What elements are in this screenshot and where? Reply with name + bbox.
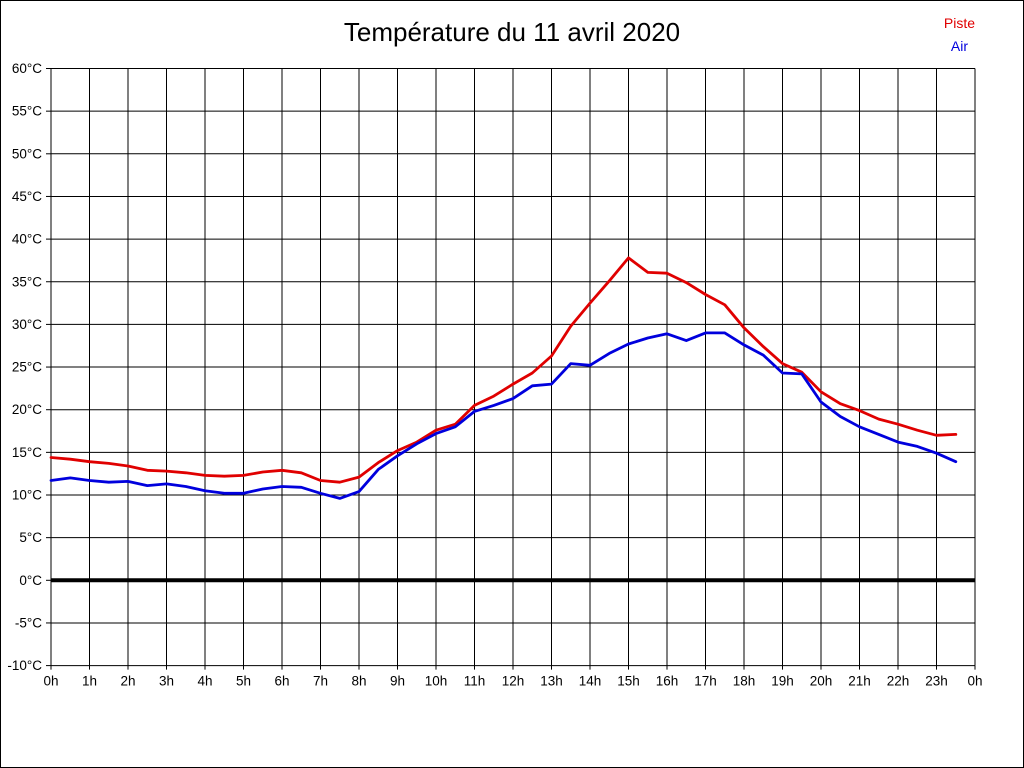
svg-text:18h: 18h <box>733 674 756 689</box>
y-axis-labels: 60°C 55°C 50°C 45°C 40°C 35°C 30°C 25°C 20°C 15°C… <box>7 61 42 673</box>
svg-text:16h: 16h <box>656 674 679 689</box>
svg-text:0h: 0h <box>43 674 58 689</box>
svg-text:20°C: 20°C <box>12 402 42 417</box>
svg-text:5°C: 5°C <box>19 530 42 545</box>
svg-text:60°C: 60°C <box>12 61 42 76</box>
svg-text:5h: 5h <box>236 674 251 689</box>
svg-text:14h: 14h <box>579 674 602 689</box>
svg-text:4h: 4h <box>197 674 212 689</box>
svg-text:1h: 1h <box>82 674 97 689</box>
svg-text:13h: 13h <box>540 674 563 689</box>
svg-text:3h: 3h <box>159 674 174 689</box>
svg-text:7h: 7h <box>313 674 328 689</box>
svg-text:23h: 23h <box>925 674 948 689</box>
svg-text:19h: 19h <box>771 674 794 689</box>
svg-text:55°C: 55°C <box>12 104 42 119</box>
svg-text:12h: 12h <box>502 674 525 689</box>
svg-text:45°C: 45°C <box>12 189 42 204</box>
svg-text:-10°C: -10°C <box>7 658 42 673</box>
piste-series-line <box>49 256 958 484</box>
legend: Piste Air <box>944 12 975 58</box>
svg-text:8h: 8h <box>351 674 366 689</box>
svg-text:50°C: 50°C <box>12 146 42 161</box>
legend-air-label: Air <box>950 38 968 54</box>
x-axis-labels: 0h 1h 2h 3h 4h 5h 6h 7h 8h 9h 10h 11h 12h 13h 14h 15h 16… <box>43 674 982 689</box>
svg-text:2h: 2h <box>120 674 135 689</box>
page-title: Température du 11 avril 2020 <box>343 17 681 47</box>
svg-text:11h: 11h <box>464 674 486 689</box>
svg-text:-5°C: -5°C <box>15 615 42 630</box>
svg-text:22h: 22h <box>887 674 910 689</box>
svg-text:20h: 20h <box>810 674 833 689</box>
svg-text:17h: 17h <box>694 674 717 689</box>
svg-text:9h: 9h <box>390 674 405 689</box>
svg-text:0°C: 0°C <box>19 573 42 588</box>
svg-text:10°C: 10°C <box>12 488 42 503</box>
svg-text:6h: 6h <box>274 674 289 689</box>
svg-text:0h: 0h <box>967 674 982 689</box>
air-series-line <box>49 331 958 500</box>
svg-text:35°C: 35°C <box>12 274 42 289</box>
svg-text:15°C: 15°C <box>12 445 42 460</box>
legend-piste-label: Piste <box>943 15 975 31</box>
svg-text:40°C: 40°C <box>12 232 42 247</box>
svg-text:10h: 10h <box>425 674 448 689</box>
axis-ticks <box>46 68 976 670</box>
svg-text:25°C: 25°C <box>12 360 42 375</box>
svg-text:15h: 15h <box>617 674 640 689</box>
svg-text:21h: 21h <box>848 674 871 689</box>
svg-text:30°C: 30°C <box>12 317 42 332</box>
chart-grid <box>50 68 976 667</box>
